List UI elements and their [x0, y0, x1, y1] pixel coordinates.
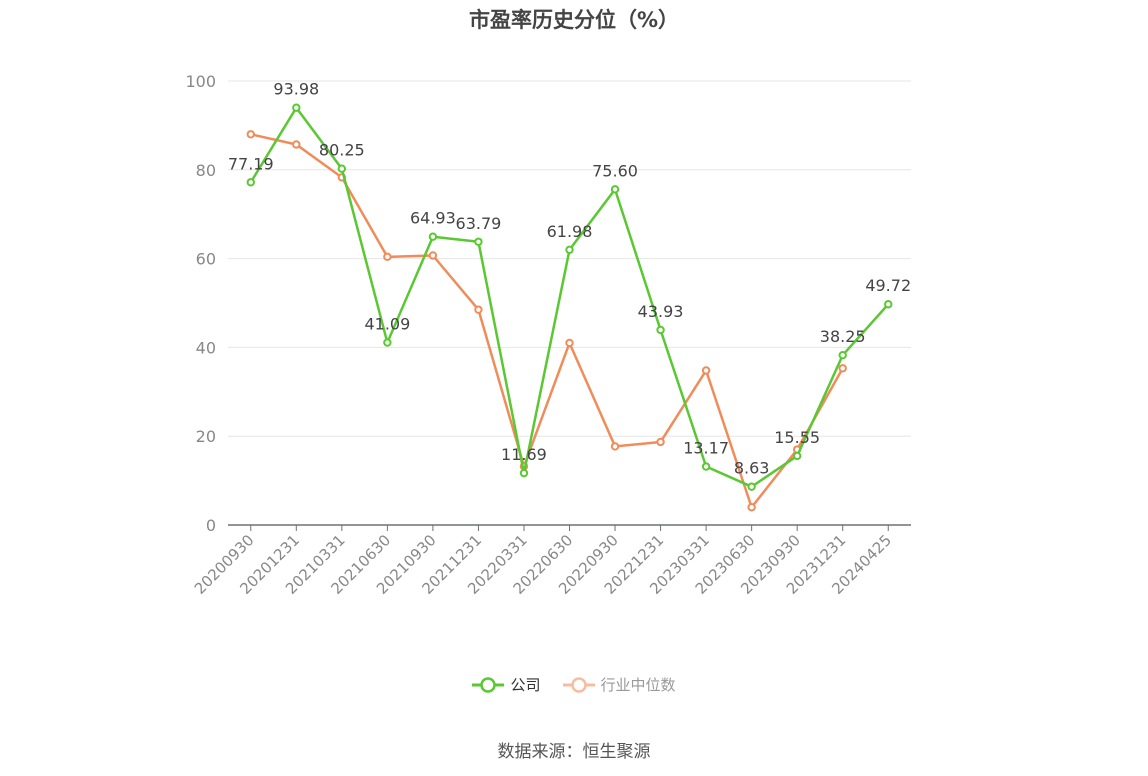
chart-title: 市盈率历史分位（%） [468, 8, 680, 32]
data-point [884, 300, 893, 309]
y-tick-label: 80 [196, 161, 216, 180]
data-point [337, 164, 347, 173]
axes: 0204060801002020093020201231202103312021… [185, 72, 911, 598]
line-chart: 0204060801002020093020201231202103312021… [185, 72, 911, 598]
legend-line-marker-icon [472, 676, 505, 693]
data-label: 11.69 [501, 445, 547, 464]
data-point [565, 245, 574, 255]
data-label: 77.19 [228, 154, 274, 173]
data-point [383, 338, 392, 347]
data-point [747, 503, 756, 512]
series-lines [246, 103, 893, 512]
data-label: 49.72 [865, 276, 911, 295]
data-point [292, 140, 301, 149]
data-labels: 77.19 93.98 80.25 41.09 64.93 63.79 11.69 61.98… [228, 80, 911, 478]
data-label: 61.98 [547, 222, 593, 241]
data-label: 80.25 [319, 141, 365, 160]
data-point [838, 364, 847, 373]
data-point [428, 251, 438, 260]
legend-line-marker-icon [562, 676, 595, 693]
data-point [610, 185, 620, 194]
y-tick-label: 100 [185, 72, 216, 91]
data-point [701, 462, 711, 471]
y-tick-label: 60 [196, 250, 216, 269]
data-label: 43.93 [638, 302, 684, 321]
data-point [246, 178, 255, 187]
legend: 公司 行业中位数 [0, 674, 1148, 695]
data-point [474, 237, 483, 246]
data-point [701, 366, 711, 375]
data-point [747, 482, 756, 491]
data-point [246, 130, 255, 139]
data-point [565, 338, 574, 348]
data-label: 13.17 [683, 439, 729, 458]
data-label: 63.79 [456, 214, 502, 233]
data-point [656, 325, 665, 335]
data-source-note: 数据来源：恒生聚源 [497, 742, 651, 762]
legend-item-industry-median[interactable]: 行业中位数 [562, 674, 676, 695]
data-point [792, 451, 802, 461]
data-point [519, 468, 529, 478]
data-label: 15.55 [774, 428, 820, 447]
data-point [610, 442, 620, 451]
data-label: 38.25 [820, 327, 866, 346]
legend-item-company[interactable]: 公司 [472, 674, 541, 695]
legend-label-industry-median: 行业中位数 [600, 676, 676, 694]
data-label: 41.09 [364, 315, 410, 334]
data-point [428, 232, 438, 241]
legend-label-company: 公司 [510, 676, 541, 694]
data-label: 64.93 [410, 209, 456, 228]
data-label: 8.63 [734, 459, 770, 478]
data-point [838, 350, 847, 360]
y-tick-label: 20 [196, 427, 216, 446]
y-tick-label: 40 [196, 338, 216, 357]
data-label: 93.98 [273, 80, 319, 99]
y-tick-label: 0 [206, 516, 216, 535]
data-point [474, 305, 483, 314]
data-label: 75.60 [592, 161, 638, 180]
grid-lines [228, 80, 911, 437]
data-point [383, 252, 392, 262]
data-point [292, 103, 301, 112]
data-point [656, 437, 665, 447]
